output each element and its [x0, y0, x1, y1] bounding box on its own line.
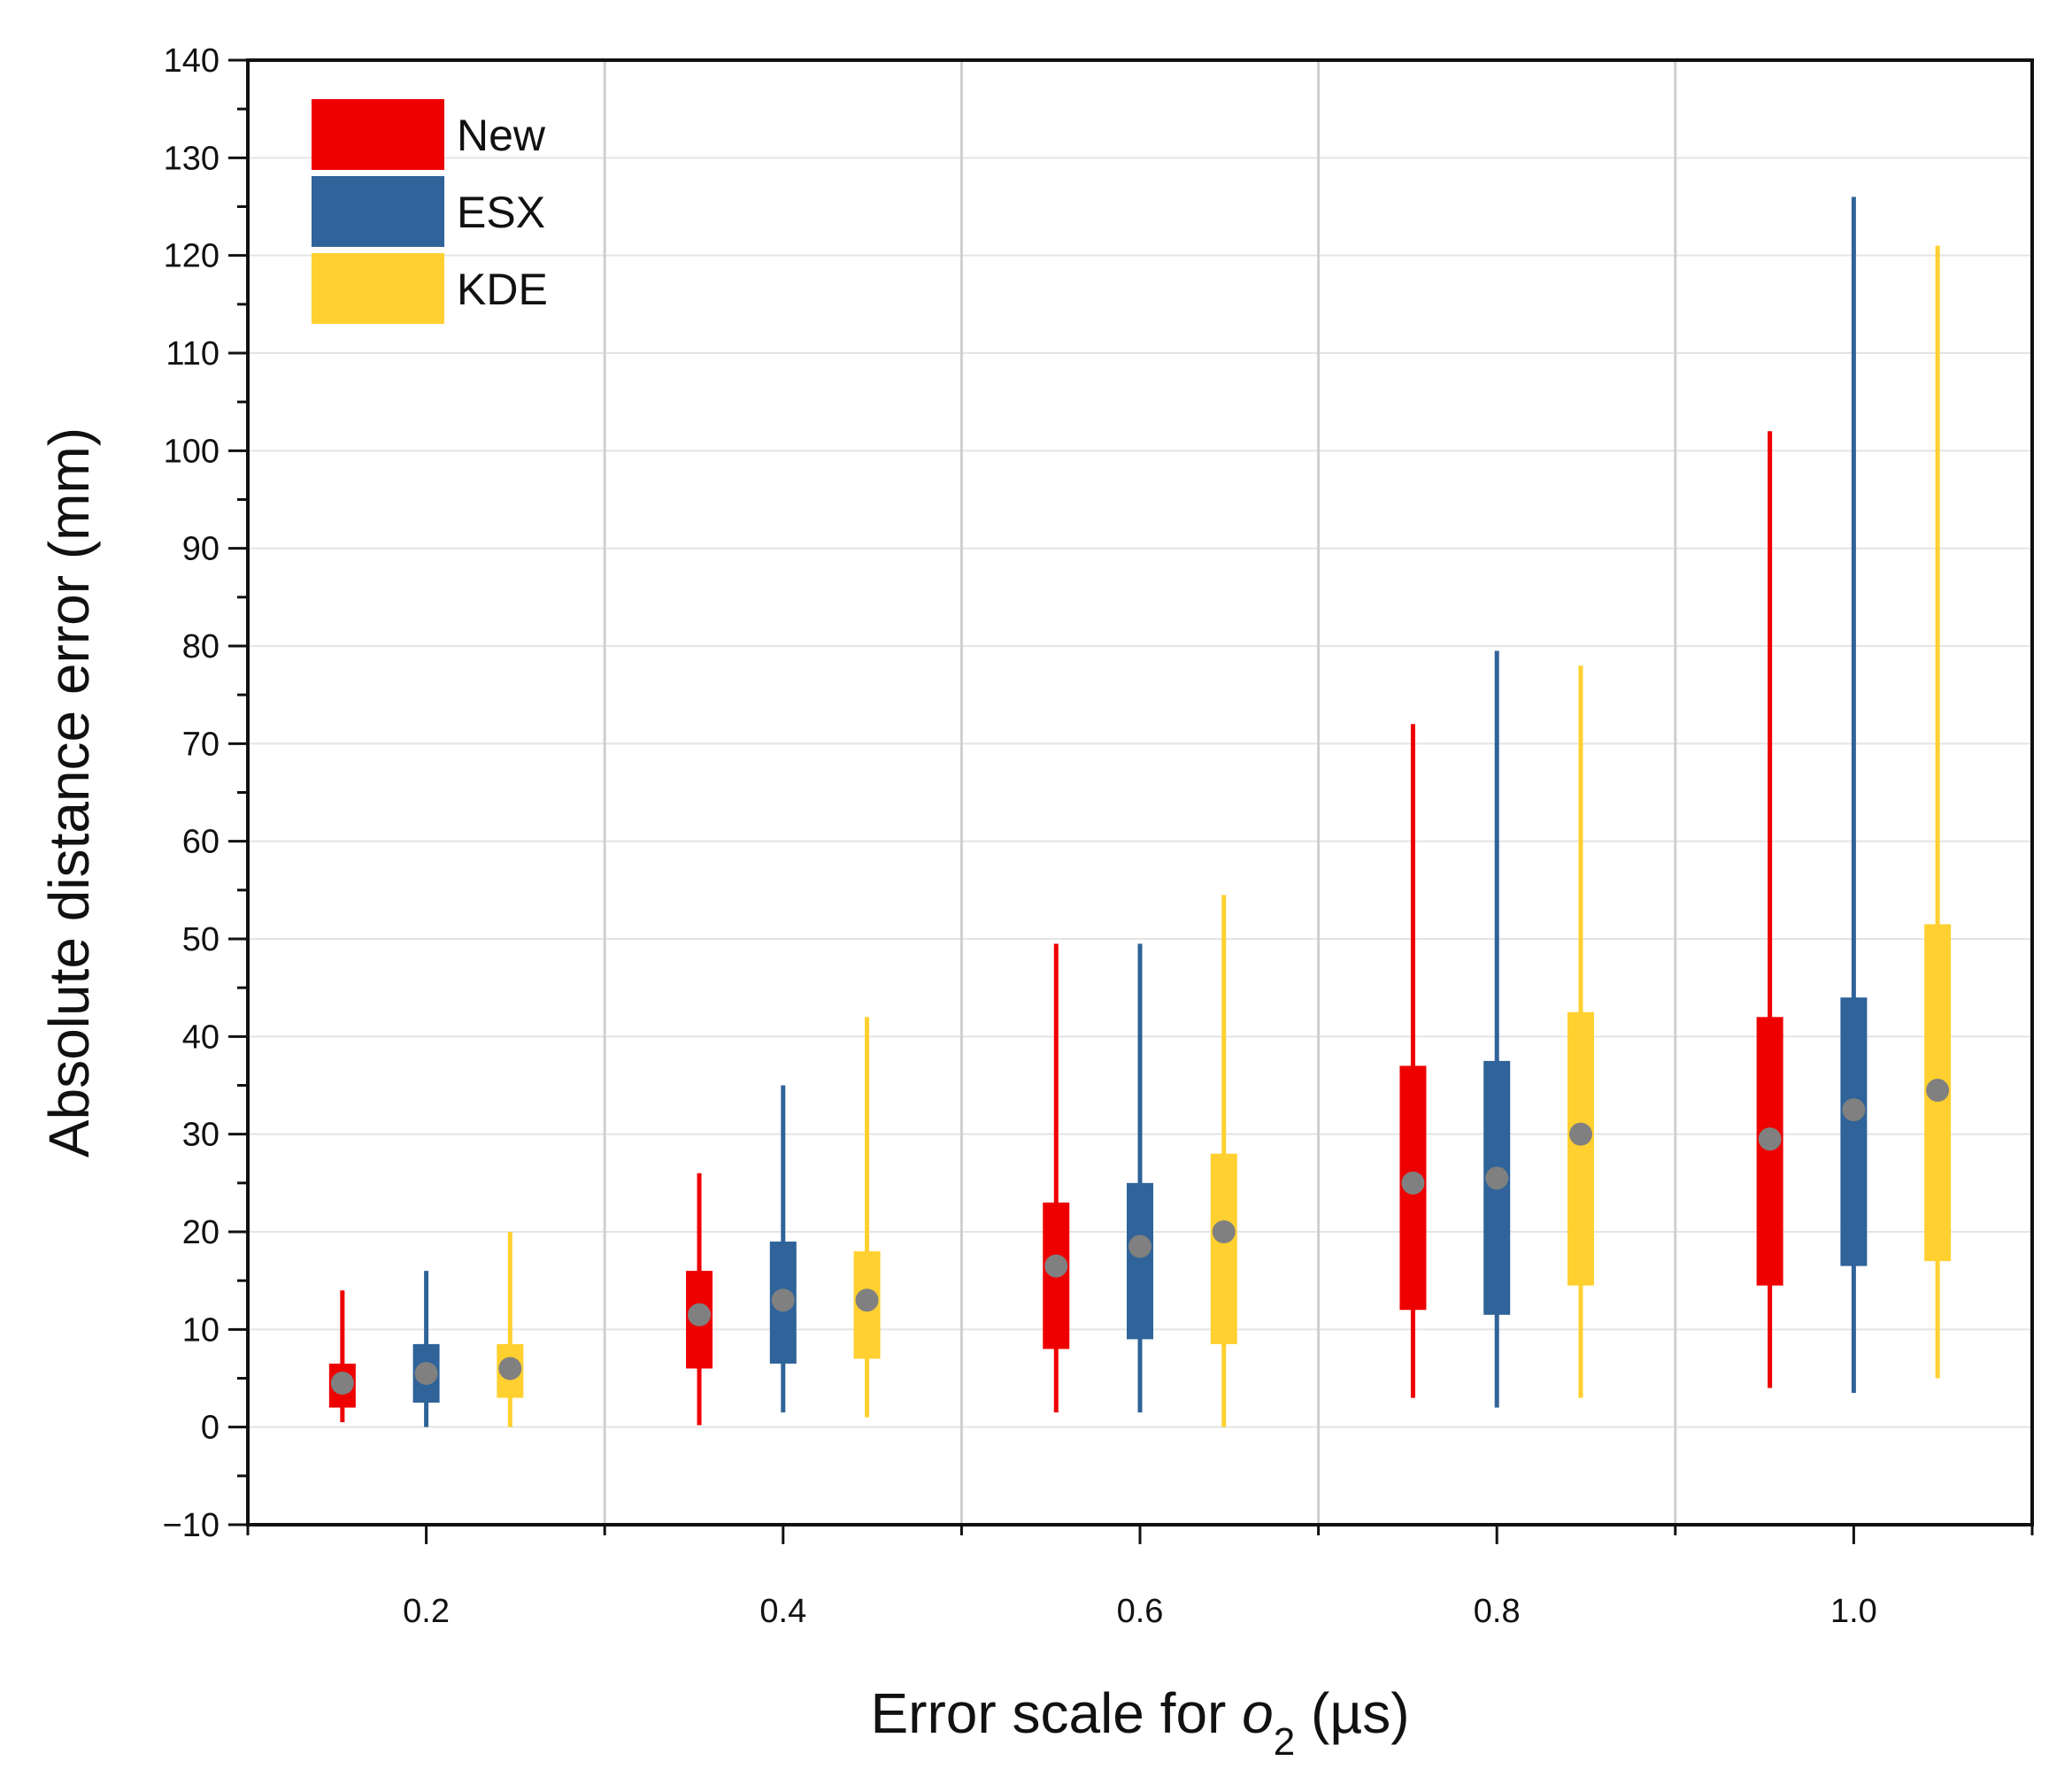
box-new-1.0 — [1756, 431, 1783, 1388]
x-tick-label: 0.6 — [1117, 1593, 1164, 1630]
box-esx-0.6 — [1127, 943, 1153, 1413]
x-tick-label: 0.2 — [403, 1593, 450, 1630]
y-tick-label: 30 — [182, 1117, 220, 1154]
box-new-0.8 — [1399, 724, 1427, 1398]
median-marker — [414, 1361, 438, 1385]
legend-swatch — [312, 253, 444, 324]
median-marker — [1044, 1254, 1068, 1278]
median-marker — [1485, 1166, 1509, 1190]
x-tick-label: 1.0 — [1830, 1593, 1877, 1630]
box-esx-1.0 — [1840, 196, 1868, 1394]
legend-swatch — [312, 99, 444, 170]
legend-item-kde: KDE — [312, 253, 548, 324]
median-marker — [330, 1372, 354, 1396]
y-tick-label: −10 — [163, 1507, 220, 1544]
box-new-0.6 — [1043, 943, 1070, 1413]
median-marker — [498, 1357, 522, 1380]
box-new-0.2 — [328, 1290, 356, 1423]
median-marker — [771, 1288, 795, 1312]
y-tick-label: 130 — [164, 140, 220, 177]
median-marker — [1758, 1127, 1782, 1151]
y-tick-label: 110 — [166, 335, 220, 373]
y-tick-label: 120 — [164, 238, 220, 275]
y-tick-label: 60 — [182, 824, 220, 861]
x-axis-title-prefix: Error scale for — [870, 1681, 1242, 1745]
x-axis-title-var: o — [1242, 1681, 1274, 1745]
box-group — [328, 196, 1952, 1427]
median-marker — [855, 1288, 879, 1312]
median-marker — [1212, 1220, 1236, 1243]
x-tick-label: 0.8 — [1474, 1593, 1521, 1630]
x-axis-title-sub: 2 — [1274, 1720, 1295, 1764]
box-esx-0.2 — [412, 1271, 440, 1427]
grid-lines — [248, 60, 2032, 1525]
legend: New ESX KDE — [312, 99, 548, 324]
median-marker — [1128, 1234, 1152, 1258]
x-axis-title-suffix: (µs) — [1295, 1681, 1409, 1745]
iqr-box — [1567, 1011, 1594, 1286]
box-esx-0.8 — [1483, 650, 1511, 1408]
box-esx-0.4 — [769, 1085, 797, 1413]
median-marker — [1568, 1122, 1592, 1146]
y-axis: −10 0 10 20 30 40 50 60 70 80 90 100 110 120 130 140 — [163, 42, 248, 1544]
iqr-box — [1840, 997, 1868, 1266]
legend-label: ESX — [457, 188, 545, 237]
legend-item-new: New — [312, 99, 546, 170]
box-new-0.4 — [686, 1173, 713, 1426]
y-tick-label: 100 — [164, 433, 220, 470]
y-tick-label: 90 — [182, 531, 220, 568]
median-marker — [688, 1303, 712, 1326]
y-tick-label: 50 — [182, 921, 220, 958]
legend-swatch — [312, 176, 444, 247]
median-marker — [1926, 1079, 1950, 1103]
box-kde-0.8 — [1567, 665, 1594, 1398]
y-tick-label: 70 — [182, 726, 220, 763]
y-tick-label: 140 — [164, 42, 220, 80]
iqr-box — [1127, 1182, 1153, 1340]
y-axis-title: Absolute distance error (mm) — [37, 427, 101, 1157]
box-kde-1.0 — [1924, 245, 1952, 1379]
y-tick-label: 10 — [182, 1311, 220, 1349]
x-axis-title: Error scale for o2 (µs) — [870, 1681, 1409, 1764]
median-marker — [1842, 1098, 1866, 1122]
box-kde-0.6 — [1210, 895, 1237, 1427]
legend-item-esx: ESX — [312, 176, 545, 247]
iqr-box — [1756, 1017, 1783, 1286]
legend-label: KDE — [457, 265, 548, 314]
y-tick-label: 40 — [182, 1019, 220, 1056]
x-tick-label: 0.4 — [759, 1593, 806, 1630]
legend-label: New — [457, 111, 546, 160]
y-tick-label: 20 — [182, 1214, 220, 1251]
x-axis: 0.2 0.4 0.6 0.8 1.0 — [246, 1525, 2034, 1630]
y-tick-label: 80 — [182, 628, 220, 665]
box-kde-0.4 — [853, 1017, 881, 1418]
median-marker — [1401, 1171, 1425, 1195]
iqr-box — [1210, 1153, 1237, 1344]
box-kde-0.2 — [497, 1232, 524, 1427]
y-tick-label: 0 — [201, 1410, 220, 1447]
